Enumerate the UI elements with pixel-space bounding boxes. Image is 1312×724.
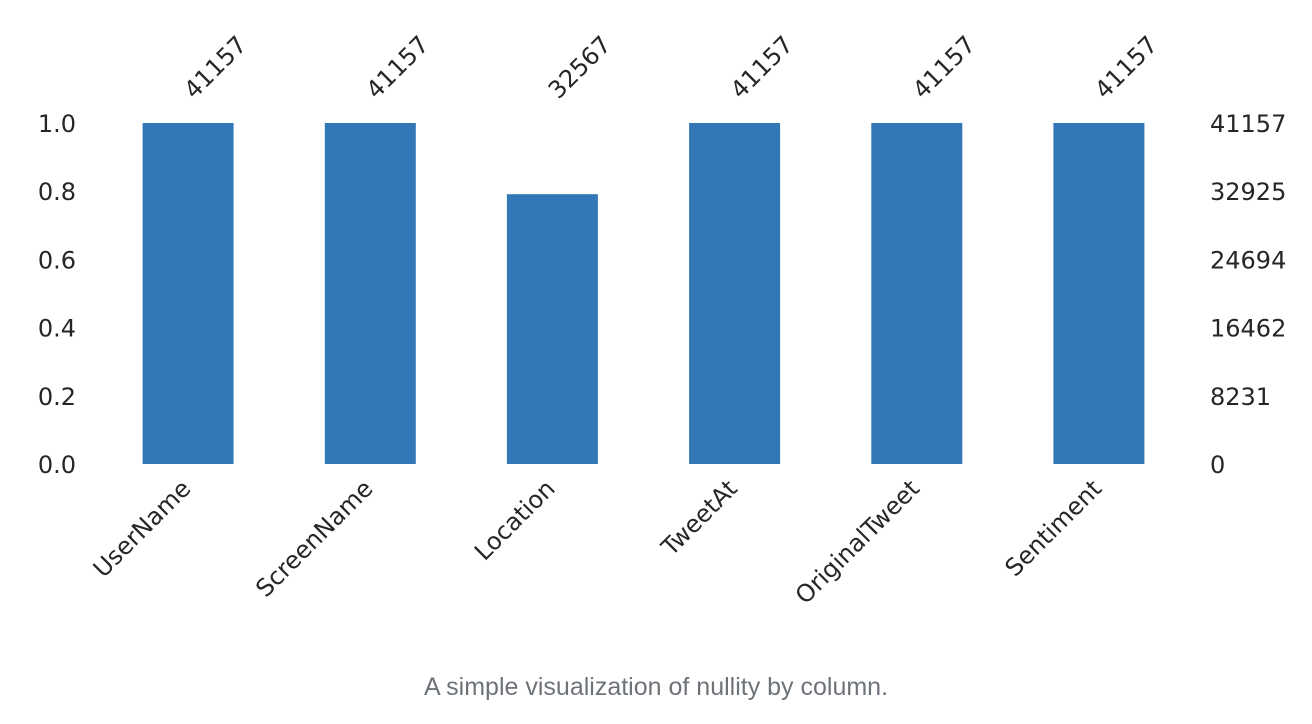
category-tick-label: Sentiment xyxy=(1000,474,1108,582)
bar-count-label: 41157 xyxy=(179,30,253,104)
y-tick-label-left: 0.4 xyxy=(38,315,76,343)
y-tick-label-right: 0 xyxy=(1210,451,1225,479)
y-tick-label-right: 24694 xyxy=(1210,246,1286,274)
bar xyxy=(142,123,234,464)
figure-caption: A simple visualization of nullity by col… xyxy=(423,673,889,701)
bar xyxy=(324,123,416,464)
category-tick-label: OriginalTweet xyxy=(790,474,925,609)
category-tick-label: Location xyxy=(469,474,561,566)
category-tick-label: UserName xyxy=(88,474,197,583)
bar xyxy=(871,123,963,464)
category-tick-label: ScreenName xyxy=(250,474,378,602)
bar-count-label: 32567 xyxy=(543,30,617,104)
y-tick-label-right: 8231 xyxy=(1210,383,1271,411)
y-tick-label-right: 32925 xyxy=(1210,178,1286,206)
bar-count-label: 41157 xyxy=(1089,30,1163,104)
bar xyxy=(1053,123,1145,464)
bar-count-label: 41157 xyxy=(361,30,435,104)
bar xyxy=(689,123,781,464)
category-tick-label: TweetAt xyxy=(655,474,742,561)
bar-count-label: 41157 xyxy=(725,30,799,104)
nullity-bar-chart: 41157 UserName 41157 ScreenName 32567 Locatio… xyxy=(38,30,1287,609)
y-tick-label-left: 0.0 xyxy=(38,451,76,479)
y-tick-label-left: 0.8 xyxy=(38,178,76,206)
y-tick-label-left: 1.0 xyxy=(38,110,76,138)
chart-svg: 41157 UserName 41157 ScreenName 32567 Locatio… xyxy=(38,30,1287,609)
y-tick-label-right: 16462 xyxy=(1210,315,1286,343)
y-tick-label-right: 41157 xyxy=(1210,110,1286,138)
y-tick-label-left: 0.6 xyxy=(38,246,76,274)
bar-count-label: 41157 xyxy=(907,30,981,104)
bar xyxy=(506,194,598,464)
y-tick-label-left: 0.2 xyxy=(38,383,76,411)
